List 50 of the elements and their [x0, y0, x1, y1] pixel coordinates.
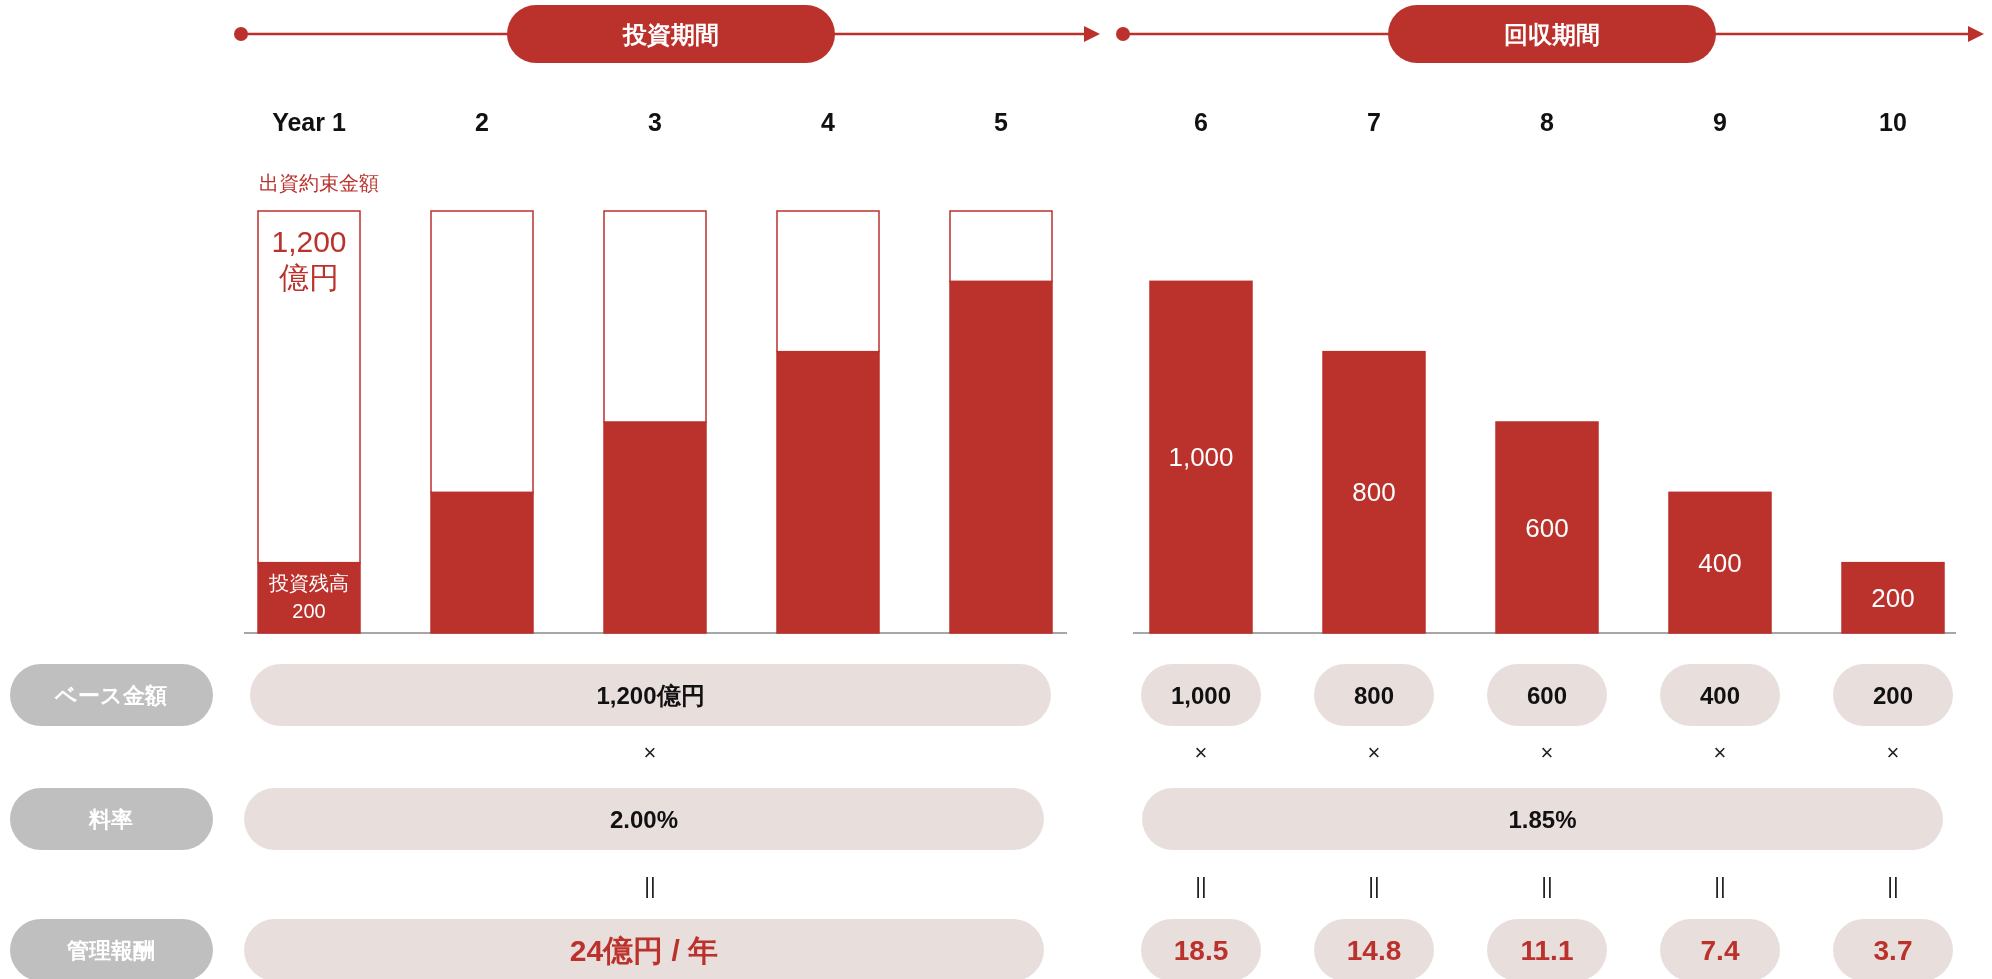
text: ||: [1368, 872, 1380, 898]
x-tick-label: 2: [475, 108, 489, 136]
text: ||: [644, 872, 656, 898]
text: ||: [1195, 872, 1207, 898]
text: ベース金額: [54, 682, 167, 708]
data-label: 800: [1352, 477, 1396, 508]
total-label: 1,200 億円: [271, 224, 347, 294]
text: 回収期間: [1504, 20, 1600, 48]
text: 1,000: [1170, 681, 1232, 709]
text: 800: [1353, 681, 1395, 709]
text: ×: [1713, 739, 1727, 765]
data-label: 200: [1871, 582, 1915, 613]
series-label: 出資約束金額: [259, 172, 379, 194]
text: ×: [1367, 739, 1381, 765]
text: ×: [1540, 739, 1554, 765]
x-tick-label: Year 1: [272, 108, 346, 136]
x-tick-label: 7: [1367, 108, 1381, 136]
text: 14.8: [1346, 934, 1402, 966]
text: ×: [643, 739, 657, 765]
text: 3.7: [1873, 934, 1913, 966]
text: 7.4: [1700, 934, 1740, 966]
x-tick-label: 9: [1713, 108, 1727, 136]
text: 24億円 / 年: [569, 933, 719, 967]
text: 1,200億円: [596, 681, 705, 709]
text: ×: [1886, 739, 1900, 765]
text: 料率: [88, 806, 133, 832]
x-tick-label: 8: [1540, 108, 1555, 136]
text: 投資期間: [622, 20, 719, 48]
text: 600: [1526, 681, 1568, 709]
text: 2.00%: [609, 805, 679, 833]
text: 400: [1699, 681, 1741, 709]
text: 管理報酬: [66, 937, 155, 963]
text: 11.1: [1520, 934, 1574, 966]
x-tick-label: 10: [1879, 108, 1907, 136]
x-tick-label: 5: [994, 108, 1009, 136]
text: 18.5: [1173, 934, 1229, 966]
data-label: 200: [292, 600, 326, 622]
data-label: 400: [1698, 547, 1742, 578]
text: 200: [1872, 681, 1914, 709]
text: ||: [1887, 872, 1899, 898]
x-tick-label: 3: [648, 108, 662, 136]
text: ||: [1541, 872, 1553, 898]
x-tick-label: 4: [821, 108, 836, 136]
text: ×: [1194, 739, 1208, 765]
data-label: 1,000: [1168, 442, 1234, 473]
data-label: 600: [1525, 512, 1569, 543]
series-label: 投資残高: [268, 572, 349, 594]
text: 1.85%: [1508, 805, 1577, 833]
text: ||: [1714, 872, 1726, 898]
x-tick-label: 6: [1194, 108, 1208, 136]
